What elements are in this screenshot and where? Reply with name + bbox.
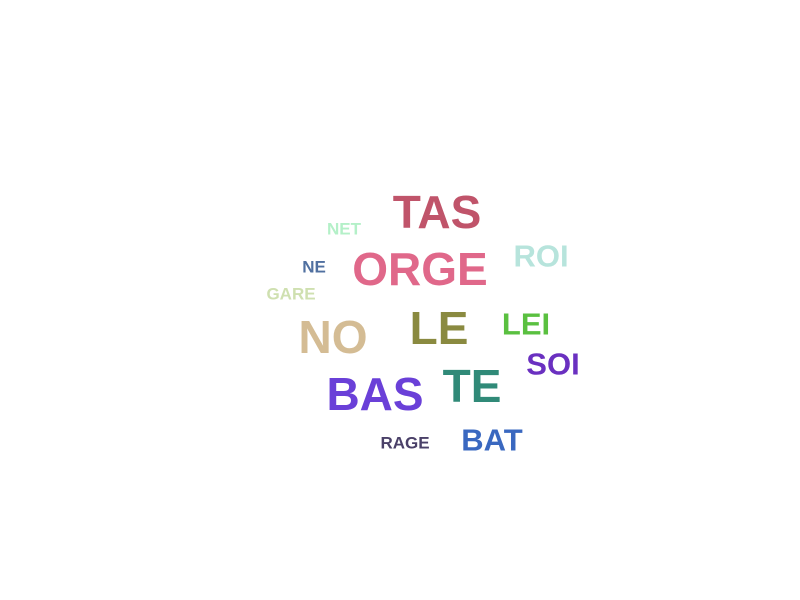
word-bat: BAT <box>461 422 523 458</box>
word-gare: GARE <box>266 284 316 304</box>
word-lei: LEI <box>501 306 551 342</box>
word-tas: TAS <box>392 186 482 238</box>
word-rage: RAGE <box>380 433 430 453</box>
word-te: TE <box>442 360 502 412</box>
word-no: NO <box>298 311 368 363</box>
word-orge: ORGE <box>352 243 488 295</box>
word-ne: NE <box>302 257 326 277</box>
word-net: NET <box>327 219 361 239</box>
word-roi: ROI <box>513 238 569 274</box>
word-le: LE <box>409 302 469 354</box>
word-bas: BAS <box>326 368 424 420</box>
word-soi: SOI <box>526 346 580 382</box>
